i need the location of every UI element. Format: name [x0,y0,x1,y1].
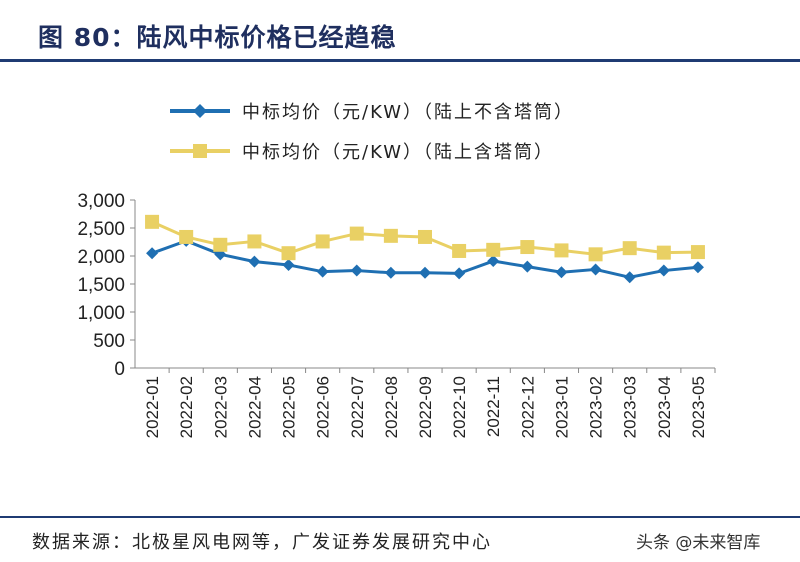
watermark: 头条 @未来智库 [636,533,761,553]
data-point-square [520,240,535,255]
data-point-diamond [487,255,500,268]
data-point-diamond [248,255,261,268]
header: 图 80：陆风中标价格已经趋稳 [0,0,800,62]
x-tick-label: 2022-08 [382,376,401,438]
x-tick-label: 2022-05 [280,376,299,438]
x-tick-label: 2023-02 [587,376,606,438]
y-tick-label: 2,000 [77,247,125,268]
legend-item-blue: 中标均价（元/KW）（陆上不含塔筒） [170,96,574,126]
data-point-diamond [521,260,534,273]
data-point-square [315,234,330,249]
x-tick-label: 2022-03 [211,376,230,438]
x-tick-label: 2022-09 [416,376,435,438]
x-tick-label: 2022-02 [177,376,196,438]
x-tick-label: 2022-04 [245,376,264,438]
data-point-square [690,245,705,260]
data-point-square [179,229,194,244]
page-title: 图 80：陆风中标价格已经趋稳 [38,23,397,52]
data-point-square [588,247,603,262]
x-tick-label: 2022-07 [348,376,367,438]
data-point-diamond [623,271,636,284]
data-point-square [622,241,637,256]
y-tick-label: 0 [114,359,125,380]
data-point-square [656,245,671,260]
x-tick-label: 2022-11 [484,376,503,437]
x-tick-label: 2023-03 [621,376,640,438]
legend-item-yellow: 中标均价（元/KW）（陆上含塔筒） [170,136,554,166]
square-marker-icon [193,144,207,158]
x-tick-label: 2022-01 [143,376,162,438]
data-point-square [554,243,569,258]
legend-label-blue: 中标均价（元/KW）（陆上不含塔筒） [242,102,575,123]
data-point-diamond [350,264,363,277]
data-point-diamond [555,266,568,279]
legend-marker-blue [170,96,230,126]
x-tick-label: 2023-04 [655,376,674,438]
data-point-diamond [384,266,397,279]
y-tick-label: 1,500 [77,275,125,296]
footer: 数据来源：北极星风电网等，广发证券发展研究中心 头条 @未来智库 [0,516,800,562]
data-point-diamond [282,258,295,271]
data-point-square [383,228,398,243]
legend-marker-yellow [170,136,230,166]
data-point-square [349,226,364,241]
source-note: 数据来源：北极星风电网等，广发证券发展研究中心 [32,532,492,553]
y-tick-label: 500 [93,331,125,352]
x-tick-label: 2022-10 [450,376,469,438]
data-point-diamond [691,261,704,274]
x-tick-label: 2022-12 [518,376,537,438]
legend-label-yellow: 中标均价（元/KW）（陆上含塔筒） [242,142,555,163]
y-tick-label: 1,000 [77,303,125,324]
data-point-square [418,229,432,244]
data-point-square [247,234,262,249]
x-tick-label: 2022-06 [314,376,333,438]
data-point-diamond [589,263,602,276]
data-point-diamond [316,265,329,278]
data-point-square [486,242,501,257]
data-point-diamond [453,267,466,280]
data-point-square [213,237,228,252]
data-point-diamond [146,247,159,260]
y-tick-label: 2,500 [77,219,125,240]
x-tick-label: 2023-01 [552,376,571,438]
data-point-diamond [657,264,670,277]
y-tick-label: 3,000 [77,191,125,212]
line-chart: 3,000 2,500 2,000 1,500 1,000 500 0 2022-01 2022… [77,191,716,438]
diamond-marker-icon [193,104,207,118]
data-point-square [145,214,160,229]
data-point-square [452,243,467,258]
x-tick-label: 2023-05 [689,376,708,438]
data-point-square [281,246,296,261]
data-point-diamond [419,266,431,279]
